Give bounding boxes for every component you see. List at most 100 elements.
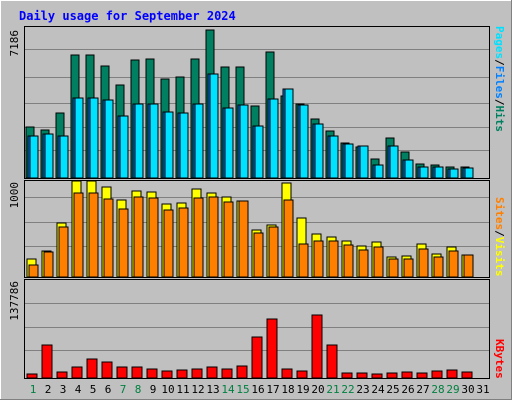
legend-separator: /: [493, 230, 506, 237]
x-tick-day-8: 8: [135, 383, 142, 396]
bar-pages-day-15: [239, 104, 249, 179]
bar-sites-day-4: [73, 192, 84, 278]
bar-sites-day-3: [58, 226, 69, 278]
visits-ymax-label: 1000: [8, 182, 21, 209]
legend-sites: Sites: [493, 197, 506, 230]
bar-sites-day-6: [103, 198, 114, 278]
x-tick-day-23: 23: [356, 383, 369, 396]
x-tick-day-1: 1: [30, 383, 37, 396]
bar-pages-day-17: [269, 98, 279, 179]
bar-pages-day-8: [134, 103, 144, 179]
bar-sites-day-30: [463, 254, 474, 278]
hits-legend: Pages/Files/Hits: [493, 26, 506, 132]
bar-kbytes-day-23: [356, 372, 368, 379]
bar-sites-day-5: [88, 192, 99, 278]
bar-kbytes-day-16: [251, 336, 263, 379]
bar-sites-day-1: [28, 264, 39, 278]
x-tick-day-15: 15: [236, 383, 249, 396]
bar-sites-day-27: [418, 248, 429, 278]
hits-ymax-label: 7186: [8, 30, 21, 57]
bar-sites-day-15: [238, 200, 249, 278]
bar-kbytes-day-12: [191, 368, 203, 379]
bar-pages-day-10: [164, 111, 174, 179]
bar-kbytes-day-14: [221, 368, 233, 379]
bar-kbytes-day-2: [41, 344, 53, 379]
bar-pages-day-2: [44, 133, 54, 179]
bar-sites-day-16: [253, 232, 264, 278]
bar-sites-day-22: [343, 244, 354, 278]
bar-sites-day-7: [118, 208, 129, 278]
bar-kbytes-day-10: [161, 370, 173, 379]
legend-hits: Hits: [493, 106, 506, 133]
bar-kbytes-day-9: [146, 368, 158, 379]
bar-pages-day-13: [209, 73, 219, 179]
bar-pages-day-1: [29, 135, 39, 179]
bar-kbytes-day-18: [281, 368, 293, 379]
bar-sites-day-8: [133, 196, 144, 278]
x-tick-day-13: 13: [206, 383, 219, 396]
bar-kbytes-day-6: [101, 361, 113, 379]
x-tick-day-16: 16: [251, 383, 264, 396]
bar-sites-day-17: [268, 226, 279, 278]
legend-pages: Pages: [493, 26, 506, 59]
x-tick-day-26: 26: [401, 383, 414, 396]
x-tick-day-19: 19: [296, 383, 309, 396]
bar-pages-day-14: [224, 107, 234, 179]
bar-sites-day-13: [208, 196, 219, 278]
bar-kbytes-day-4: [71, 366, 83, 379]
bar-pages-day-24: [374, 164, 384, 179]
x-tick-day-18: 18: [281, 383, 294, 396]
bar-pages-day-7: [119, 115, 129, 179]
bar-kbytes-day-8: [131, 366, 143, 379]
bar-sites-day-28: [433, 256, 444, 278]
x-tick-day-17: 17: [266, 383, 279, 396]
bar-kbytes-day-13: [206, 366, 218, 379]
bar-pages-day-6: [104, 99, 114, 179]
kbytes-legend: KBytes: [493, 339, 506, 379]
bar-sites-day-24: [373, 246, 384, 278]
bar-pages-day-19: [299, 104, 309, 179]
bar-kbytes-day-3: [56, 371, 68, 379]
x-tick-day-31: 31: [476, 383, 489, 396]
bar-kbytes-day-17: [266, 318, 278, 379]
bar-sites-day-25: [388, 258, 399, 278]
bar-pages-day-9: [149, 103, 159, 179]
bar-pages-day-18: [284, 88, 294, 179]
x-tick-day-28: 28: [431, 383, 444, 396]
bar-sites-day-20: [313, 240, 324, 278]
bar-pages-day-22: [344, 143, 354, 179]
x-tick-day-25: 25: [386, 383, 399, 396]
bar-pages-day-12: [194, 103, 204, 179]
bar-pages-day-30: [464, 167, 474, 179]
x-tick-day-24: 24: [371, 383, 385, 396]
bar-sites-day-14: [223, 201, 234, 278]
x-tick-day-3: 3: [60, 383, 67, 396]
bar-kbytes-day-21: [326, 344, 338, 379]
x-tick-day-5: 5: [90, 383, 97, 396]
bar-kbytes-day-24: [371, 373, 383, 379]
x-tick-day-14: 14: [221, 383, 235, 396]
x-tick-day-2: 2: [45, 383, 52, 396]
bars-layer: [25, 29, 474, 379]
bar-sites-day-26: [403, 258, 414, 278]
x-tick-day-20: 20: [311, 383, 324, 396]
bar-sites-day-11: [178, 207, 189, 278]
x-tick-day-4: 4: [75, 383, 82, 396]
bar-sites-day-2: [43, 251, 54, 278]
bar-sites-day-21: [328, 240, 339, 278]
bar-pages-day-27: [419, 166, 429, 179]
visits-legend: Sites/Visits: [493, 197, 506, 277]
x-tick-day-11: 11: [176, 383, 189, 396]
chart-title: Daily usage for September 2024: [19, 9, 236, 23]
x-tick-day-30: 30: [461, 383, 474, 396]
bar-pages-day-26: [404, 159, 414, 179]
legend-separator: /: [493, 99, 506, 106]
bar-pages-day-20: [314, 123, 324, 179]
x-tick-day-10: 10: [161, 383, 174, 396]
bar-sites-day-9: [148, 197, 159, 278]
bar-kbytes-day-20: [311, 314, 323, 379]
bar-pages-day-5: [89, 97, 99, 179]
bar-kbytes-day-15: [236, 365, 248, 379]
bar-pages-day-28: [434, 166, 444, 179]
